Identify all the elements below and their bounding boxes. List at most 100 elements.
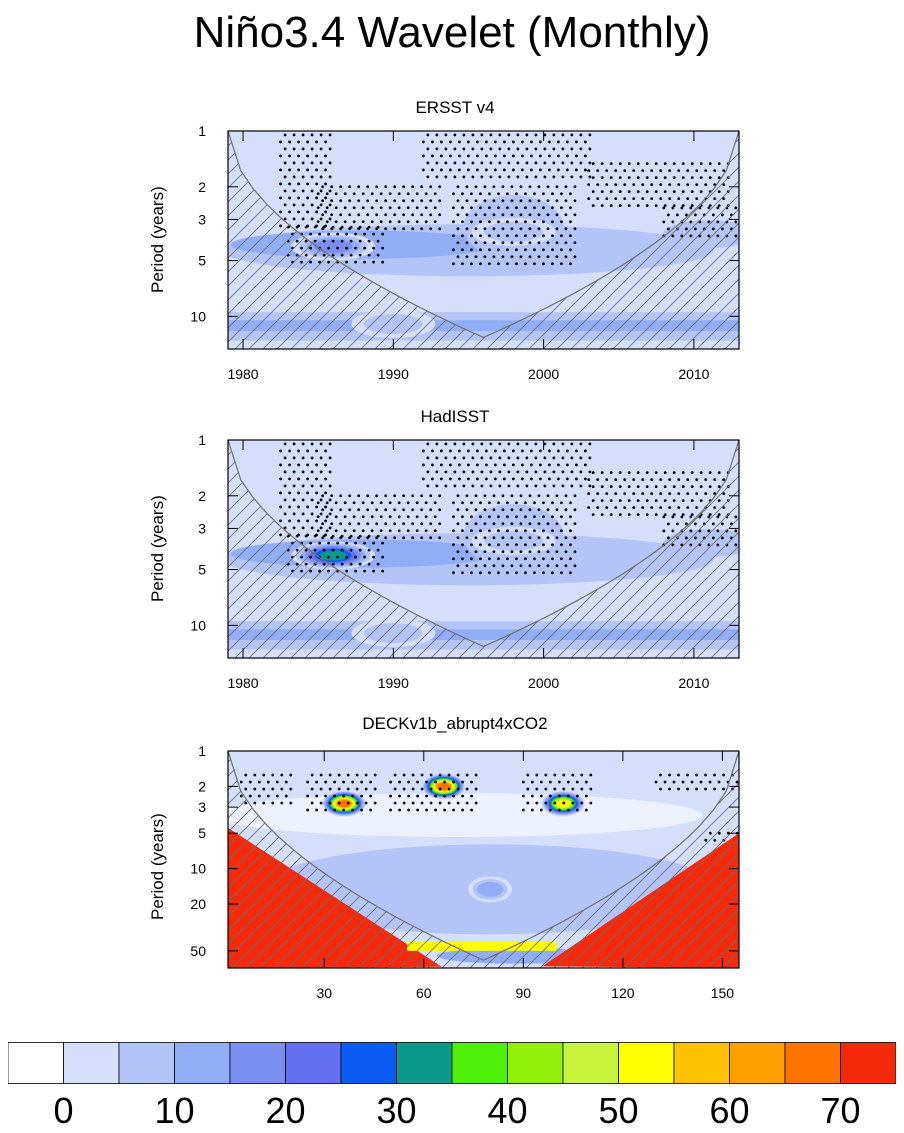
stipple-dot [315, 449, 319, 453]
stipple-dot [411, 536, 415, 540]
stipple-dot [475, 477, 479, 481]
stipple-dot [659, 169, 663, 173]
stipple-dot [306, 449, 310, 453]
stipple-dot [543, 175, 547, 179]
stipple-dot [366, 508, 370, 512]
stipple-dot [645, 513, 649, 517]
stipple-dot [479, 234, 482, 238]
stipple-dot [342, 794, 346, 798]
stipple-dot [438, 227, 442, 231]
stipple-dot [672, 780, 676, 784]
stipple-dot [310, 175, 314, 179]
stipple-dot [304, 225, 308, 229]
stipple-dot [574, 140, 578, 144]
stipple-dot [542, 543, 545, 547]
stipple-dot [324, 154, 328, 158]
stipple-dot [551, 557, 554, 561]
stipple-dot [345, 541, 349, 545]
stipple-dot [443, 808, 446, 812]
stipple-dot [501, 550, 505, 554]
stipple-dot [695, 169, 699, 173]
stipple-dot [520, 477, 524, 481]
stipple-dot [471, 147, 475, 151]
stipple-dot [375, 536, 379, 540]
stipple-dot [324, 491, 328, 495]
stipple-dot [239, 780, 243, 784]
stipple-dot [717, 485, 721, 489]
stipple-dot [583, 154, 587, 158]
stipple-dot [708, 471, 712, 475]
stipple-dot [358, 253, 362, 257]
stipple-dot [583, 449, 587, 453]
stipple-dot [539, 808, 543, 812]
stipple-dot [407, 794, 410, 798]
stipple-dot [560, 571, 563, 575]
colorbar-label: 0 [53, 1090, 74, 1131]
stipple-dot [534, 161, 538, 165]
power-feature-0 [319, 550, 347, 561]
stipple-dot [543, 133, 547, 137]
stipple-dot [348, 199, 352, 203]
stipple-dot [483, 508, 487, 512]
stipple-dot [393, 199, 397, 203]
stipple-dot [325, 192, 329, 196]
stipple-dot [645, 204, 649, 208]
stipple-dot [402, 508, 406, 512]
stipple-dot [275, 794, 279, 798]
stipple-dot [465, 213, 469, 217]
stipple-dot [456, 787, 460, 791]
stipple-dot [435, 470, 439, 474]
stipple-dot [574, 463, 578, 467]
stipple-dot [515, 220, 518, 224]
stipple-dot [632, 183, 636, 187]
stipple-dot [435, 456, 439, 460]
stipple-dot [318, 541, 322, 545]
stipple-dot [430, 140, 434, 144]
stipple-dot [325, 515, 329, 519]
power-feature-0 [337, 800, 351, 808]
panel-title: HadISST [420, 407, 490, 426]
stipple-dot [433, 220, 437, 224]
stipple-dot [600, 162, 604, 166]
stipple-dot [315, 168, 319, 172]
stipple-dot [339, 508, 343, 512]
stipple-dot [315, 182, 319, 186]
stipple-dot [319, 189, 323, 193]
stipple-dot [501, 227, 505, 231]
stipple-dot [493, 168, 497, 172]
stipple-dot [561, 147, 565, 151]
colorbar-label: 40 [487, 1090, 528, 1131]
stipple-dot [257, 794, 261, 798]
stipple-dot [614, 478, 618, 482]
stipple-dot [636, 190, 640, 194]
stipple-dot [471, 175, 475, 179]
stipple-dot [484, 140, 488, 144]
stipple-dot [420, 787, 424, 791]
stipple-dot [520, 154, 524, 158]
colorbar-segment [784, 1042, 841, 1084]
stipple-dot [654, 499, 658, 503]
stipple-dot [366, 199, 370, 203]
stipple-dot [587, 197, 591, 201]
stipple-dot [534, 456, 538, 460]
stipple-dot [301, 498, 305, 502]
stipple-dot [695, 773, 698, 777]
stipple-dot [309, 232, 313, 236]
stipple-dot [279, 519, 283, 523]
stipple-dot [516, 484, 520, 488]
stipple-dot [336, 541, 340, 545]
colorbar-segment [673, 1042, 730, 1084]
stipple-dot [301, 526, 305, 530]
stipple-dot [420, 773, 424, 777]
stipple-dot [699, 176, 703, 180]
stipple-dot [627, 190, 631, 194]
stipple-dot [315, 154, 319, 158]
stipple-dot [439, 154, 443, 158]
stipple-dot [501, 564, 505, 568]
stipple-dot [351, 794, 355, 798]
stipple-dot [548, 794, 552, 798]
stipple-dot [677, 197, 681, 201]
stipple-dot [465, 185, 469, 189]
stipple-dot [420, 508, 424, 512]
stipple-dot [519, 185, 523, 189]
